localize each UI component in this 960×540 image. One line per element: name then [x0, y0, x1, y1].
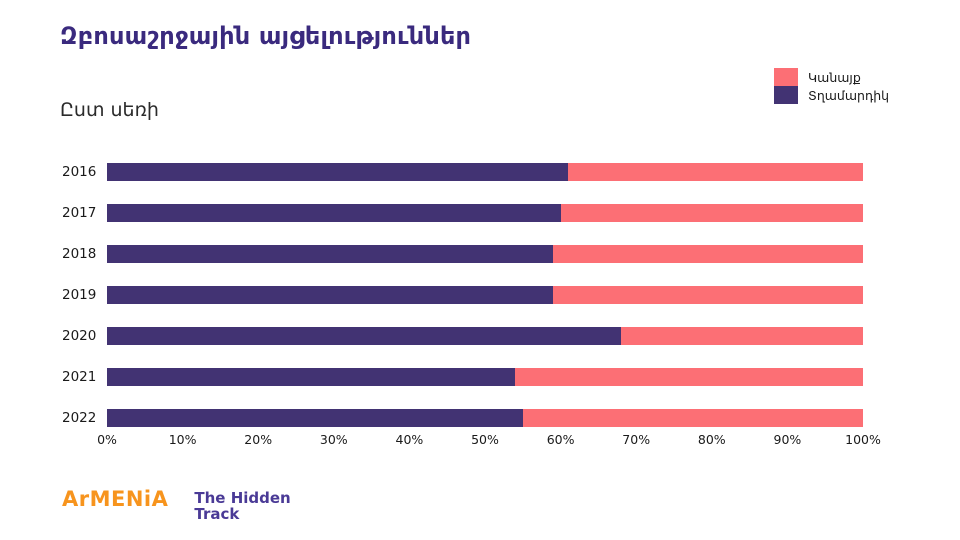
bar-segment-women [553, 245, 863, 263]
bar-row: 2022 [62, 409, 863, 427]
year-label: 2019 [62, 287, 97, 303]
legend-label-women: Կանայք [808, 69, 861, 85]
legend-item-women: Կանայք [774, 68, 889, 86]
bar-segment-men [107, 163, 569, 181]
bar-row: 2016 [62, 163, 863, 181]
bar-row: 2018 [62, 245, 863, 263]
chart-subtitle: Ըստ սեռի [60, 99, 159, 121]
bar-segment-men [107, 327, 622, 345]
stacked-bar-chart: 2016 2017 2018 2019 2020 2021 2022 0% 10% 20% 30%… [62, 163, 881, 448]
bar-segment-women [522, 409, 863, 427]
axis-tick-label: 10% [168, 432, 197, 447]
x-axis: 0% 10% 20% 30% 40% 50% 60% 70% 80% 90% 100% [97, 432, 881, 448]
bar-track [107, 409, 863, 427]
bar-row: 2020 [62, 327, 863, 345]
bar-track [107, 245, 863, 263]
bar-row: 2019 [62, 286, 863, 304]
legend-swatch-men [774, 86, 798, 104]
bar-track [107, 204, 863, 222]
bar-rows: 2016 2017 2018 2019 2020 2021 2022 [62, 163, 863, 427]
tagline-line-2: Track [194, 505, 240, 523]
legend-swatch-women [774, 68, 798, 86]
axis-tick-label: 90% [773, 432, 802, 447]
axis-tick-label: 30% [319, 432, 348, 447]
axis-tick-label: 50% [471, 432, 499, 447]
bar-track [107, 286, 863, 304]
legend-label-men: Տղամարդիկ [808, 87, 890, 103]
bar-segment-men [107, 368, 516, 386]
bar-row: 2017 [62, 204, 863, 222]
hidden-track-tagline: The Hidden Track [194, 490, 290, 522]
bar-segment-women [515, 368, 863, 386]
legend-item-men: Տղամարդիկ [774, 86, 889, 104]
axis-tick-label: 0% [97, 432, 117, 447]
bar-track [107, 327, 863, 345]
legend: Կանայք Տղամարդիկ [774, 68, 889, 104]
axis-tick-label: 40% [395, 432, 424, 447]
bar-segment-men [107, 409, 523, 427]
tagline-line-1: The Hidden [194, 489, 291, 507]
axis-tick-label: 80% [697, 432, 726, 447]
bar-track [107, 368, 863, 386]
year-label: 2017 [62, 205, 97, 221]
year-label: 2018 [62, 246, 97, 262]
axis-tick-label: 60% [546, 432, 575, 447]
year-label: 2021 [62, 369, 97, 385]
bar-track [107, 163, 863, 181]
bar-segment-men [107, 204, 561, 222]
year-label: 2020 [62, 328, 97, 344]
axis-tick-label: 70% [622, 432, 651, 447]
bar-segment-men [107, 245, 554, 263]
bar-segment-women [568, 163, 863, 181]
bar-segment-women [553, 286, 863, 304]
bar-segment-women [621, 327, 863, 345]
axis-tick-label: 100% [845, 432, 881, 447]
year-label: 2016 [62, 164, 97, 180]
axis-tick-label: 20% [244, 432, 273, 447]
bar-row: 2021 [62, 368, 863, 386]
armenia-logo: ArMENiA [62, 487, 169, 511]
bar-segment-women [560, 204, 863, 222]
page-title: Զբոսաշրջային այցելություններ [60, 22, 472, 50]
year-label: 2022 [62, 410, 97, 426]
bar-segment-men [107, 286, 554, 304]
footer-logo: ArMENiA The Hidden Track [62, 488, 291, 522]
